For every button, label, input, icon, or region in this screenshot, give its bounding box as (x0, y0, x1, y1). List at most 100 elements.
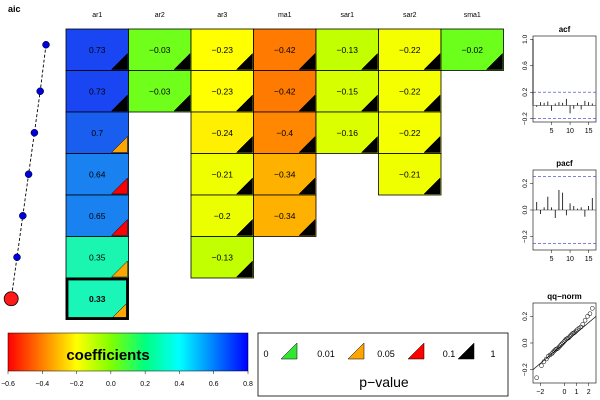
column-header-sma1: sma1 (464, 12, 481, 19)
pvalue-break-label: 0 (263, 349, 268, 359)
coef-value-ma1: −0.34 (274, 169, 296, 179)
coef-value-ar1: 0.73 (89, 45, 106, 55)
aic-point (13, 253, 21, 261)
colorbar-tick-label: 0.2 (140, 381, 150, 388)
pvalue-marker-ar3 (235, 177, 253, 195)
qq-point (587, 311, 593, 316)
coef-value-sar2: −0.22 (399, 128, 421, 138)
pvalue-break-label: 1 (490, 349, 495, 359)
colorbar-tick-label: 0.4 (175, 381, 185, 388)
column-header-sar1: sar1 (340, 12, 354, 19)
coef-value-ar2: −0.03 (149, 45, 171, 55)
coef-value-sar1: −0.16 (336, 128, 358, 138)
colorbar-tick-label: 0.0 (106, 381, 116, 388)
pacf-x-tick-label: 15 (585, 256, 593, 263)
pacf-x-tick-label: 10 (566, 256, 574, 263)
pvalue-marker-sar2 (423, 177, 441, 195)
coef-cell-ma1 (253, 194, 317, 237)
qq-title: qq−norm (547, 292, 581, 301)
coef-value-ar3: −0.13 (211, 252, 233, 262)
qq-point (553, 347, 558, 352)
pvalue-legend-box (257, 332, 509, 397)
pvalue-marker (280, 342, 298, 360)
pvalue-marker-ma1 (298, 177, 316, 195)
aic-point (24, 170, 33, 178)
coef-value-ma1: −0.34 (274, 211, 296, 221)
pvalue-marker-sar1 (360, 52, 378, 70)
qq-point (555, 346, 561, 351)
coef-value-ar1: 0.64 (89, 169, 106, 179)
coef-value-sar2: −0.22 (399, 45, 421, 55)
pvalue-marker-sar1 (360, 135, 378, 153)
coefficient-grid: ar1 ar2 ar3 ma1 sar1 sar2 sma1 0.73 −0.03 −0.23 −0… (65, 12, 504, 320)
qq-point (549, 351, 555, 356)
qq-x-tick-label: 2 (587, 389, 591, 396)
colorbar-legend: coefficients −0.6 −0.4 −0.2 0.0 0.2 0.4 0.6 0.8 (1, 332, 253, 388)
colorbar-tick-label: 0.6 (209, 381, 219, 388)
qq-point (580, 322, 585, 327)
coef-value-ar2: −0.03 (149, 86, 171, 96)
pvalue-marker-ar1 (110, 218, 128, 236)
column-header-ar1: ar1 (92, 12, 102, 19)
coef-value-ma1: −0.42 (274, 45, 296, 55)
pvalue-break-label: 0.01 (317, 349, 335, 359)
qq-point (556, 344, 562, 350)
pvalue-marker-sar2 (423, 94, 441, 112)
qq-point (566, 335, 571, 340)
pvalue-marker (347, 342, 365, 360)
pvalue-marker-sar2 (423, 52, 441, 70)
qq-point (564, 336, 569, 342)
pvalue-marker-ar1 (110, 52, 128, 70)
pvalue-marker-ar3 (235, 135, 253, 153)
coef-value-sma1: −0.02 (461, 45, 483, 55)
pvalue-marker-ar2 (173, 52, 191, 70)
pvalue-marker-ar3 (235, 94, 253, 112)
colorbar-label: coefficients (66, 347, 149, 364)
coef-value-sar2: −0.22 (399, 86, 421, 96)
qq-point (572, 330, 578, 335)
pvalue-marker-ma1 (298, 52, 316, 70)
pvalue-marker-ar2 (173, 94, 191, 112)
colorbar-tick-label: −0.4 (35, 381, 49, 388)
pvalue-legend-title: p−value (359, 374, 409, 390)
pacf-y-tick-label: 0.2 (522, 178, 529, 187)
column-header-sar2: sar2 (403, 12, 417, 19)
acf-panel: acf 5 10 15 −0.2 0.2 0.6 1.0 (522, 25, 597, 135)
coef-value-ma1: −0.42 (274, 86, 296, 96)
pacf-panel: pacf 5 10 15 −0.2 0.0 0.2 (522, 159, 597, 263)
qq-point (573, 328, 579, 334)
pvalue-marker-ar3 (235, 52, 253, 70)
coef-value-ar1: 0.33 (89, 294, 106, 304)
coef-value-ma1: −0.4 (276, 128, 293, 138)
aic-plot (3, 41, 50, 307)
coef-value-ar1: 0.35 (89, 252, 106, 262)
pvalue-marker-ar3 (235, 260, 253, 278)
pacf-y-tick-label: −0.2 (522, 230, 529, 243)
pacf-title: pacf (556, 159, 573, 168)
aic-point-best (3, 291, 19, 307)
qq-x-tick-label: −2 (536, 389, 544, 396)
coef-value-ar3: −0.23 (211, 45, 233, 55)
colorbar-bar (7, 332, 249, 372)
coef-value-ar3: −0.21 (211, 169, 233, 179)
colorbar-tick-label: −0.6 (1, 381, 15, 388)
pvalue-marker-ar1 (110, 177, 128, 195)
aic-point (19, 212, 27, 220)
acf-x-tick-label: 10 (566, 128, 574, 135)
acf-frame (532, 35, 597, 123)
pvalue-marker-sar1 (360, 94, 378, 112)
pvalue-marker (407, 342, 425, 360)
qq-point (559, 342, 564, 347)
acf-y-tick-label: 0.2 (522, 87, 529, 96)
qq-y-tick-label: 0.2 (522, 311, 529, 320)
qq-y-tick-label: 0.0 (522, 338, 529, 347)
pacf-y-tick-label: 0.0 (522, 205, 529, 214)
coef-value-sar1: −0.13 (336, 45, 358, 55)
acf-y-tick-label: −0.2 (522, 112, 529, 125)
qq-norm-panel: qq−norm −2 0 1 2 −0.2 0.0 0.2 (522, 292, 597, 396)
coef-value-sar1: −0.15 (336, 86, 358, 96)
qq-point (541, 359, 547, 364)
qq-point (590, 306, 595, 311)
colorbar-tick-label: 0.8 (243, 381, 253, 388)
qq-point (585, 314, 590, 319)
